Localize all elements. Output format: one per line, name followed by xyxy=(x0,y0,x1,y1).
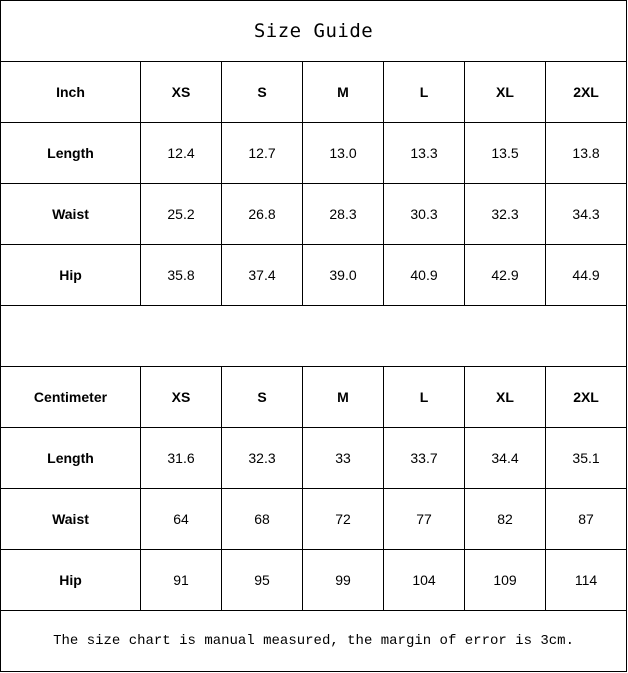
measurement-cell: 12.7 xyxy=(221,122,303,184)
table-row: Length 12.4 12.7 13.0 13.3 13.5 13.8 xyxy=(0,122,628,184)
spacer-row xyxy=(0,305,628,367)
measurement-cell: 64 xyxy=(140,488,222,550)
measurement-cell: 68 xyxy=(221,488,303,550)
measurement-cell: 95 xyxy=(221,549,303,611)
measurement-cell: 28.3 xyxy=(302,183,384,245)
table-row: Waist 25.2 26.8 28.3 30.3 32.3 34.3 xyxy=(0,183,628,245)
measurement-cell: 13.0 xyxy=(302,122,384,184)
measurement-cell: 33 xyxy=(302,427,384,489)
measurement-cell: 34.3 xyxy=(544,183,628,245)
measurement-cell: 44.9 xyxy=(544,244,628,306)
unit-label: Inch xyxy=(0,61,141,123)
measurement-cell: 30.3 xyxy=(383,183,465,245)
measurement-cell: 99 xyxy=(302,549,384,611)
size-header-m: M xyxy=(302,61,384,123)
row-label-waist: Waist xyxy=(0,488,141,550)
measurement-cell: 13.8 xyxy=(544,122,628,184)
measurement-cell: 37.4 xyxy=(221,244,303,306)
row-label-length: Length xyxy=(0,427,141,489)
size-header-l: L xyxy=(383,366,465,428)
measurement-cell: 35.8 xyxy=(140,244,222,306)
measurement-cell: 34.4 xyxy=(464,427,546,489)
row-label-hip: Hip xyxy=(0,549,141,611)
row-label-length: Length xyxy=(0,122,141,184)
title-row: Size Guide xyxy=(0,0,628,62)
measurement-cell: 35.1 xyxy=(544,427,628,489)
measurement-cell: 32.3 xyxy=(464,183,546,245)
measurement-cell: 87 xyxy=(544,488,628,550)
measurement-cell: 13.5 xyxy=(464,122,546,184)
measurement-cell: 32.3 xyxy=(221,427,303,489)
measurement-cell: 39.0 xyxy=(302,244,384,306)
footnote: The size chart is manual measured, the m… xyxy=(0,610,628,672)
size-header-xs: XS xyxy=(140,61,222,123)
size-header-2xl: 2XL xyxy=(544,61,628,123)
measurement-cell: 40.9 xyxy=(383,244,465,306)
note-row: The size chart is manual measured, the m… xyxy=(0,610,628,672)
measurement-cell: 33.7 xyxy=(383,427,465,489)
measurement-cell: 12.4 xyxy=(140,122,222,184)
measurement-cell: 114 xyxy=(544,549,628,611)
table-row: Hip 35.8 37.4 39.0 40.9 42.9 44.9 xyxy=(0,244,628,306)
measurement-cell: 26.8 xyxy=(221,183,303,245)
measurement-cell: 72 xyxy=(302,488,384,550)
measurement-cell: 31.6 xyxy=(140,427,222,489)
size-header-s: S xyxy=(221,366,303,428)
page-title: Size Guide xyxy=(0,0,628,62)
spacer-cell xyxy=(0,305,628,367)
measurement-cell: 77 xyxy=(383,488,465,550)
size-header-xl: XL xyxy=(464,61,546,123)
measurement-cell: 25.2 xyxy=(140,183,222,245)
unit-label: Centimeter xyxy=(0,366,141,428)
table-row: Length 31.6 32.3 33 33.7 34.4 35.1 xyxy=(0,427,628,489)
size-header-xs: XS xyxy=(140,366,222,428)
measurement-cell: 42.9 xyxy=(464,244,546,306)
cm-header-row: Centimeter XS S M L XL 2XL xyxy=(0,366,628,428)
size-header-2xl: 2XL xyxy=(544,366,628,428)
measurement-cell: 109 xyxy=(464,549,546,611)
size-header-l: L xyxy=(383,61,465,123)
size-header-s: S xyxy=(221,61,303,123)
measurement-cell: 82 xyxy=(464,488,546,550)
table-row: Hip 91 95 99 104 109 114 xyxy=(0,549,628,611)
row-label-waist: Waist xyxy=(0,183,141,245)
measurement-cell: 104 xyxy=(383,549,465,611)
measurement-cell: 91 xyxy=(140,549,222,611)
size-header-xl: XL xyxy=(464,366,546,428)
row-label-hip: Hip xyxy=(0,244,141,306)
size-header-m: M xyxy=(302,366,384,428)
inch-header-row: Inch XS S M L XL 2XL xyxy=(0,61,628,123)
table-row: Waist 64 68 72 77 82 87 xyxy=(0,488,628,550)
measurement-cell: 13.3 xyxy=(383,122,465,184)
